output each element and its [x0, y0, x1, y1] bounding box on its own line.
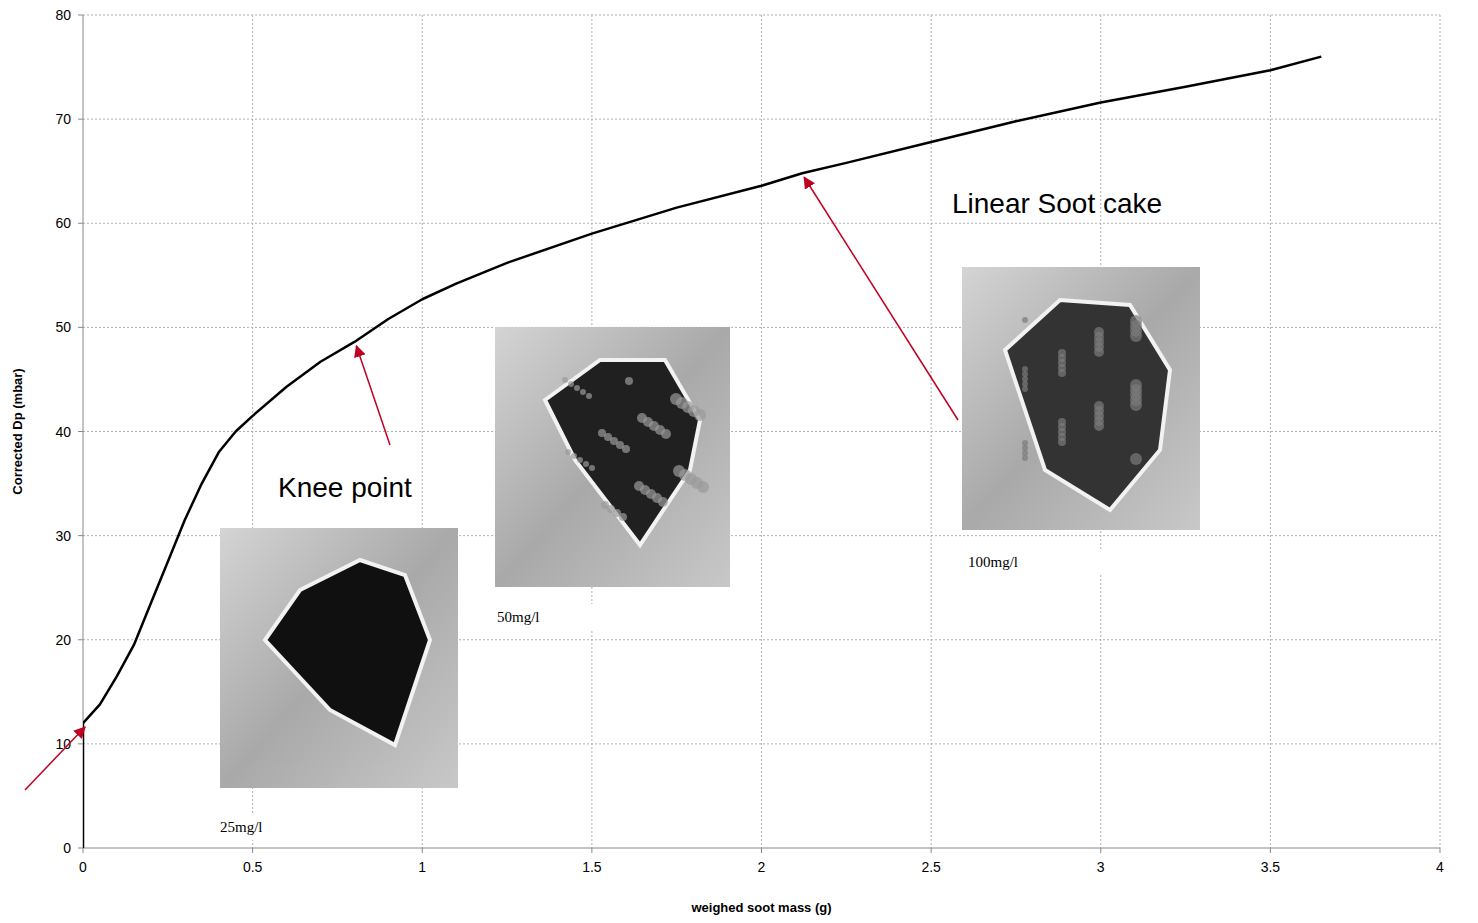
y-tick — [78, 223, 83, 224]
sem-soot — [1130, 315, 1142, 327]
sem-soot — [1058, 418, 1066, 426]
y-tick-label: 50 — [55, 319, 71, 335]
grid-line — [83, 119, 1440, 120]
sem-soot — [661, 429, 671, 439]
annotation: Knee point — [278, 472, 412, 503]
x-tick — [931, 848, 932, 853]
sem-image — [220, 528, 458, 788]
sem-soot — [586, 393, 592, 399]
sem-image — [962, 267, 1200, 530]
sem-soot — [694, 409, 706, 421]
caption-ground — [216, 814, 396, 840]
sem-pore — [265, 560, 430, 745]
x-tick-label: 3 — [1097, 859, 1105, 875]
y-tick-label: 40 — [55, 424, 71, 440]
sem-soot — [1094, 401, 1104, 411]
y-tick — [78, 535, 83, 536]
annotation-arrow — [804, 177, 958, 420]
sem-soot — [571, 453, 577, 459]
x-tick-label: 3.5 — [1261, 859, 1281, 875]
sem-soot — [589, 465, 595, 471]
y-tick — [78, 431, 83, 432]
image-caption: 100mg/l — [968, 554, 1018, 570]
y-tick — [78, 639, 83, 640]
sem-pore — [1005, 300, 1170, 510]
sem-soot — [1130, 453, 1142, 465]
sem-soot — [574, 385, 580, 391]
y-tick-label: 20 — [55, 632, 71, 648]
x-tick — [591, 848, 592, 853]
y-tick-label: 60 — [55, 215, 71, 231]
x-tick-label: 4 — [1436, 859, 1444, 875]
x-tick — [83, 848, 84, 853]
grid-line — [83, 327, 1440, 328]
sem-soot — [625, 377, 633, 385]
annotation-arrow — [25, 727, 85, 790]
y-tick — [78, 327, 83, 328]
sem-image — [495, 327, 730, 587]
sem-soot — [1022, 440, 1028, 446]
data-line — [83, 57, 1321, 848]
caption-ground — [964, 549, 1144, 575]
sem-soot — [1022, 366, 1028, 372]
plot-area — [83, 57, 1321, 848]
y-tick-label: 70 — [55, 111, 71, 127]
y-tick-label: 30 — [55, 528, 71, 544]
sem-soot — [619, 513, 627, 521]
sem-soot — [562, 377, 568, 383]
sem-soot — [622, 445, 630, 453]
grid-line — [83, 431, 1440, 432]
x-tick-label: 1.5 — [582, 859, 602, 875]
x-tick — [1440, 848, 1441, 853]
image-caption: 25mg/l — [220, 819, 263, 835]
grid-line — [83, 15, 1440, 16]
x-tick-label: 1 — [418, 859, 426, 875]
sem-soot — [1094, 327, 1104, 337]
sem-soot — [697, 481, 709, 493]
y-tick-label: 0 — [63, 840, 71, 856]
annotation: Linear Soot cake — [952, 188, 1162, 219]
x-tick-label: 0.5 — [243, 859, 263, 875]
x-tick-label: 2 — [758, 859, 766, 875]
y-tick-label: 80 — [55, 7, 71, 23]
x-tick-label: 2.5 — [921, 859, 941, 875]
sem-soot — [1130, 379, 1142, 391]
grid-line — [1270, 15, 1271, 848]
sem-pore — [545, 360, 700, 545]
sem-soot — [583, 461, 589, 467]
x-tick — [252, 848, 253, 853]
y-tick — [78, 15, 83, 16]
sem-soot — [1022, 317, 1028, 323]
x-tick-label: 0 — [79, 859, 87, 875]
image-caption: 50mg/l — [497, 609, 540, 625]
x-tick — [1270, 848, 1271, 853]
sem-soot — [658, 497, 668, 507]
y-axis-title: Corrected Dp (mbar) — [10, 368, 25, 494]
sem-soot — [568, 381, 574, 387]
chart: 00.511.522.533.5401020304050607080weighe… — [0, 0, 1478, 923]
x-tick — [1100, 848, 1101, 853]
grid-line — [761, 15, 762, 848]
y-tick — [78, 848, 83, 849]
annotation-arrow — [356, 346, 390, 445]
sem-soot — [565, 449, 571, 455]
y-tick — [78, 743, 83, 744]
sem-soot — [577, 457, 583, 463]
x-axis-title: weighed soot mass (g) — [690, 900, 831, 915]
sem-soot — [580, 389, 586, 395]
x-tick — [761, 848, 762, 853]
y-tick — [78, 119, 83, 120]
caption-ground — [493, 604, 673, 630]
sem-soot — [1058, 349, 1066, 357]
grid-line — [83, 223, 1440, 224]
x-tick — [422, 848, 423, 853]
